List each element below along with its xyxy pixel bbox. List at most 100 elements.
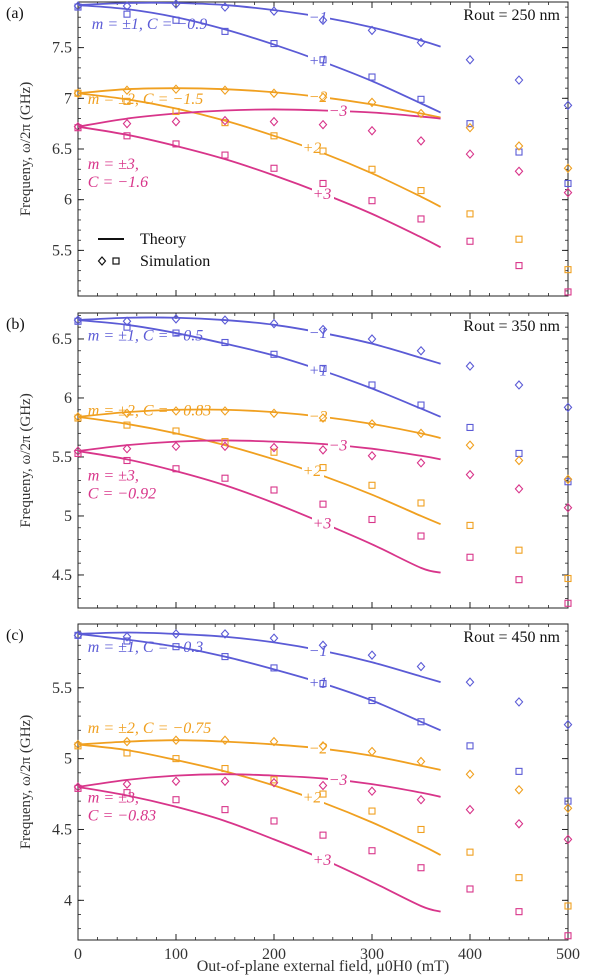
sim-point-diamond (465, 469, 475, 480)
sim-point-diamond (514, 141, 524, 151)
sim-point-square (270, 350, 278, 358)
mode-label: C = −1.6 (88, 174, 148, 191)
y-tick-label: 5.5 (52, 449, 72, 466)
curve-label: +1 (309, 362, 328, 379)
curve-label: −2 (309, 408, 328, 425)
sim-point-diamond (465, 361, 475, 371)
sim-point-square (172, 465, 180, 473)
sim-point-square (515, 235, 523, 243)
sim-point-square (270, 486, 278, 494)
sim-point-diamond (563, 402, 573, 413)
y-tick-label: 6 (64, 192, 72, 209)
sim-point-square (564, 266, 572, 274)
sim-point-square (417, 187, 425, 195)
sim-point-square (564, 179, 572, 188)
plot-frame (77, 623, 569, 941)
sim-point-diamond (122, 631, 132, 642)
rout-label: Rout = 350 nm (463, 318, 560, 335)
sim-point-diamond (171, 314, 181, 324)
mode-label: m = ±3, (88, 156, 139, 173)
sim-point-square (466, 553, 474, 561)
sim-point-diamond (416, 794, 426, 805)
sim-point-square (515, 767, 523, 775)
y-axis-label: Frequeny, ω/2π (GHz) (18, 393, 34, 527)
sim-point-square (466, 210, 474, 218)
y-tick-label: 4.5 (52, 567, 72, 584)
sim-point-square (123, 789, 131, 797)
sim-point-square (564, 932, 572, 940)
sim-point-square (368, 696, 376, 705)
sim-point-square (221, 653, 229, 661)
sim-point-square (515, 576, 523, 584)
x-tick-label: 400 (458, 946, 482, 963)
y-tick-label: 5 (64, 751, 72, 768)
sim-point-diamond (514, 75, 524, 85)
curve-label: +3 (313, 852, 332, 869)
sim-point-square (466, 120, 474, 128)
curve-label: +2 (303, 140, 322, 157)
sim-point-diamond (563, 834, 573, 845)
sim-point-square (123, 456, 131, 465)
sim-point-diamond (514, 697, 524, 707)
sim-point-diamond (269, 736, 279, 747)
sim-point-square (74, 3, 82, 11)
sim-point-diamond (416, 108, 426, 119)
sim-point-diamond (416, 661, 426, 672)
sim-point-diamond (269, 318, 279, 329)
curve-label-bg (312, 852, 334, 868)
theory-curve (77, 450, 441, 574)
sim-point-square (564, 574, 572, 583)
y-tick-label: 6 (64, 390, 72, 407)
sim-point-diamond (318, 780, 328, 791)
sim-point-square (221, 119, 229, 127)
curve-label: +3 (313, 516, 332, 533)
sim-point-diamond (563, 163, 573, 174)
y-axis-label: Frequeny, ω/2π (GHz) (18, 82, 34, 216)
sim-point-square (123, 132, 131, 140)
sim-point-diamond (416, 756, 426, 767)
sim-point-square (74, 631, 82, 639)
sim-point-square (466, 885, 474, 893)
sim-point-diamond (367, 97, 377, 108)
sim-point-diamond (122, 118, 132, 129)
sim-point-diamond (563, 502, 573, 513)
y-tick-label: 5.5 (52, 680, 72, 697)
sim-point-diamond (122, 316, 132, 327)
sim-point-square (368, 165, 376, 173)
sim-point-diamond (416, 37, 426, 48)
sim-point-diamond (514, 483, 524, 494)
sim-point-square (172, 427, 180, 435)
sim-point-diamond (318, 445, 328, 455)
theory-curve (77, 439, 441, 461)
sim-point-square (221, 806, 229, 814)
rout-label: Rout = 450 nm (463, 629, 560, 646)
theory-curve (77, 125, 442, 249)
theory-curve (77, 739, 441, 771)
y-tick-label: 6.5 (52, 141, 72, 158)
sim-point-diamond (220, 2, 230, 12)
sim-point-diamond (171, 441, 181, 452)
x-tick-label: 300 (360, 946, 384, 963)
sim-point-diamond (171, 776, 181, 787)
curve-label: −1 (309, 643, 328, 660)
mode-label: m = ±1, C = −0.5 (88, 327, 203, 344)
sim-point-diamond (220, 85, 230, 96)
sim-point-square (270, 164, 278, 172)
theory-curve (77, 743, 442, 856)
sim-point-square (368, 73, 376, 81)
sim-point-diamond (220, 776, 230, 787)
theory-curve (77, 92, 442, 208)
sim-point-square (123, 637, 131, 645)
sim-point-diamond (563, 187, 573, 198)
sim-point-square (417, 718, 425, 726)
sim-point-diamond (220, 629, 230, 639)
sim-point-square (466, 742, 474, 750)
theory-curve (77, 633, 441, 732)
sim-point-diamond (465, 440, 475, 450)
sim-point-square (270, 776, 278, 784)
rout-label: Rout = 250 nm (463, 7, 560, 24)
sim-point-square (172, 107, 180, 116)
sim-point-square (221, 338, 229, 347)
sim-point-diamond (171, 406, 181, 416)
sim-point-diamond (171, 0, 181, 9)
